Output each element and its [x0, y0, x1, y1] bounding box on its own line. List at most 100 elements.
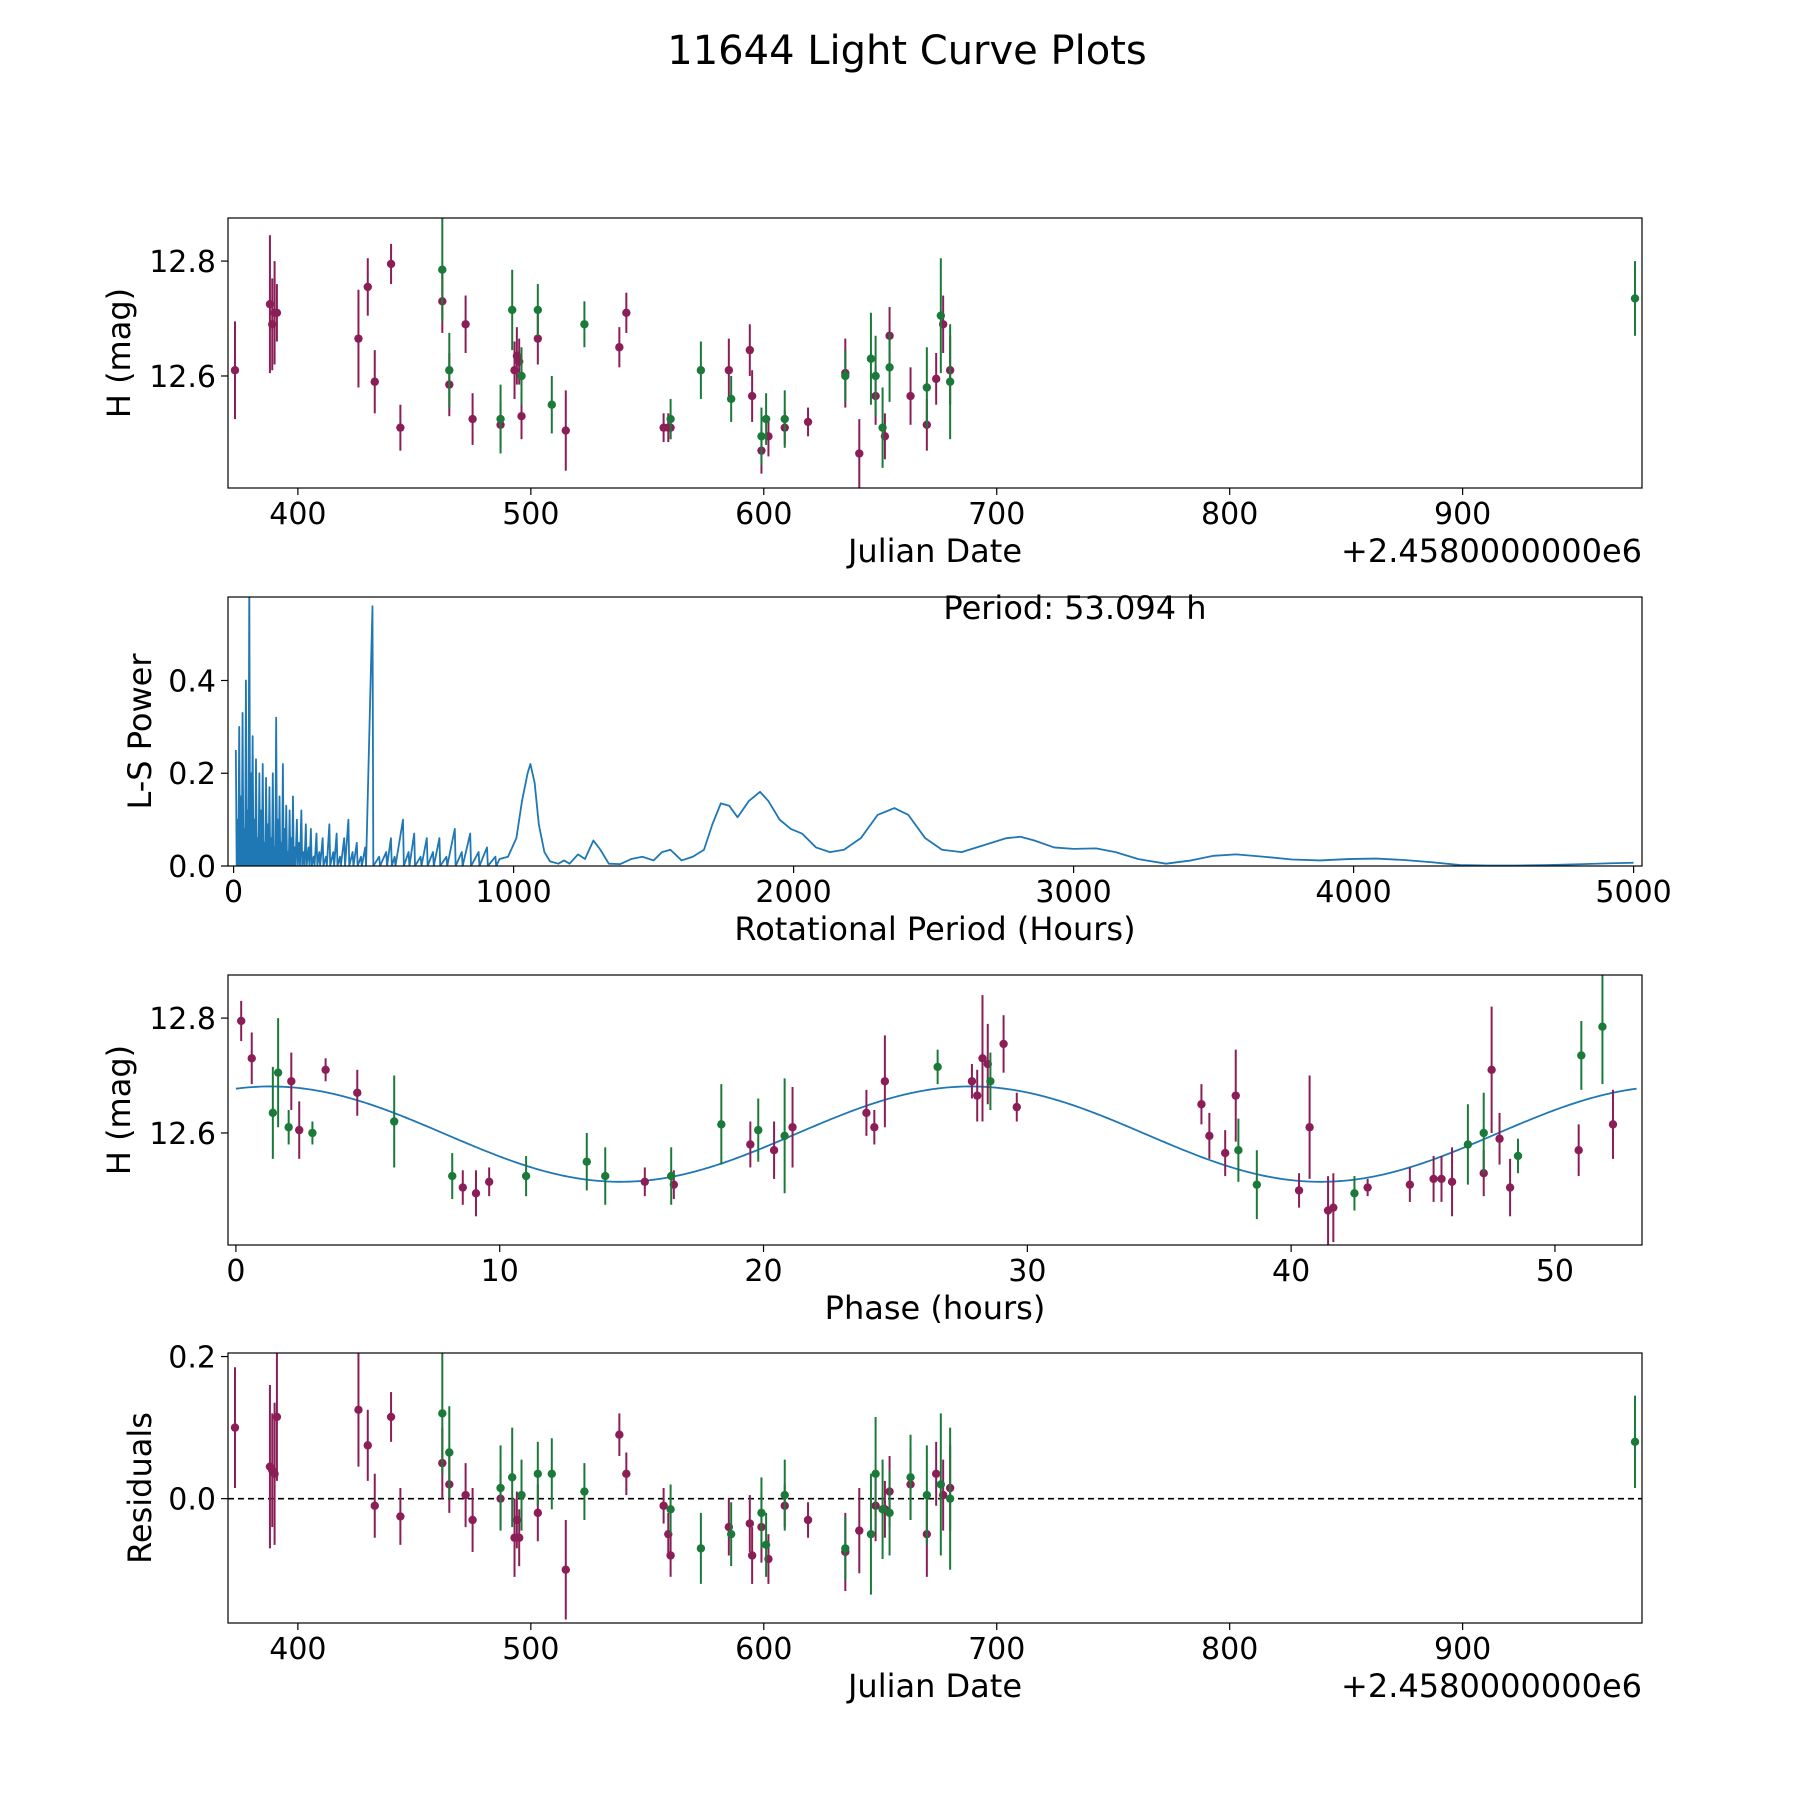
- data-point: [936, 1480, 946, 1489]
- data-point: [622, 1469, 631, 1478]
- data-point: [533, 305, 543, 315]
- data-point: [547, 400, 556, 409]
- data-point: [880, 1077, 890, 1086]
- data-point: [601, 1171, 610, 1181]
- data-point: [386, 1412, 396, 1422]
- data-point: [547, 1469, 556, 1478]
- figure-title: 11644 Light Curve Plots: [667, 28, 1146, 74]
- y-tick-label: 0.0: [168, 850, 216, 885]
- y-axis-label: H (mag): [100, 288, 138, 418]
- data-point: [1630, 294, 1640, 303]
- x-tick-label: 500: [502, 1632, 559, 1667]
- data-point: [461, 1490, 470, 1500]
- data-point: [284, 1123, 293, 1132]
- x-tick-label: 0: [226, 1254, 245, 1289]
- y-axis-label: Residuals: [121, 1412, 159, 1564]
- data-point: [1405, 1180, 1415, 1189]
- data-point: [967, 1077, 977, 1086]
- lightcurve-chart: 400 500 600 700 800 900 12.6 12.8 Julian Date H (…: [100, 217, 1643, 570]
- residuals-axes-frame: [227, 1352, 1643, 1624]
- data-point: [615, 1430, 624, 1439]
- data-point: [389, 1117, 399, 1126]
- data-point: [295, 1125, 304, 1135]
- data-point: [931, 374, 941, 384]
- data-point: [496, 1483, 505, 1493]
- data-point: [507, 1473, 517, 1482]
- fit-curve: [235, 1085, 1637, 1183]
- data-point: [507, 305, 517, 315]
- data-point: [396, 1512, 405, 1521]
- data-point: [272, 1412, 282, 1422]
- data-point: [1294, 1186, 1304, 1195]
- data-point: [788, 1123, 797, 1132]
- x-tick-label: 3000: [1035, 875, 1111, 910]
- data-point: [933, 1062, 942, 1072]
- data-point: [1487, 1065, 1496, 1074]
- data-point: [747, 1551, 757, 1560]
- data-point: [870, 1123, 879, 1132]
- x-tick-label: 800: [1201, 1632, 1258, 1667]
- data-point: [696, 366, 706, 375]
- lightcurve-axes-frame: [227, 217, 1643, 489]
- data-point: [1205, 1131, 1214, 1141]
- data-point: [1252, 1180, 1262, 1189]
- data-point: [247, 1054, 256, 1063]
- data-point: [871, 1469, 880, 1478]
- data-point: [747, 391, 757, 401]
- data-point: [268, 1108, 278, 1118]
- data-point: [922, 383, 932, 392]
- data-point: [666, 414, 675, 424]
- x-tick-label: 800: [1201, 497, 1258, 532]
- data-point: [726, 394, 736, 404]
- data-point: [1220, 1148, 1230, 1158]
- data-point: [580, 1487, 589, 1496]
- data-point: [1305, 1123, 1314, 1132]
- x-axis-label: Rotational Period (Hours): [734, 910, 1135, 948]
- data-point: [438, 265, 447, 274]
- data-point: [230, 366, 240, 375]
- data-point: [1197, 1100, 1206, 1109]
- data-point: [659, 1501, 668, 1510]
- data-point: [1574, 1146, 1583, 1155]
- x-tick-label: 700: [968, 1632, 1025, 1667]
- data-point: [1234, 1146, 1243, 1155]
- data-point: [370, 1501, 379, 1510]
- data-point: [445, 1448, 454, 1457]
- data-point: [1505, 1183, 1515, 1192]
- x-tick-label: 40: [1272, 1254, 1310, 1289]
- data-point: [978, 1054, 987, 1063]
- data-point: [936, 311, 946, 320]
- data-point: [1479, 1128, 1488, 1138]
- x-tick-label: 1000: [475, 875, 551, 910]
- data-point: [746, 1140, 755, 1149]
- ls-power-line: [234, 597, 1634, 866]
- data-point: [973, 1091, 982, 1100]
- data-point: [622, 308, 631, 317]
- data-point: [363, 1441, 372, 1450]
- x-tick-label: 0: [224, 875, 243, 910]
- data-point: [236, 1016, 246, 1026]
- data-point: [1429, 1174, 1438, 1184]
- data-point: [533, 334, 543, 343]
- y-tick-label: 12.6: [149, 360, 216, 395]
- phased-plot-area: [235, 975, 1637, 1245]
- x-tick-label: 5000: [1595, 875, 1671, 910]
- data-point: [878, 1505, 887, 1514]
- data-point: [386, 259, 396, 269]
- y-axis-label: H (mag): [100, 1045, 138, 1175]
- x-tick-label: 900: [1434, 1632, 1491, 1667]
- data-point: [533, 1469, 543, 1478]
- data-point: [986, 1077, 995, 1086]
- data-point: [272, 308, 282, 317]
- data-point: [841, 371, 850, 381]
- x-tick-label: 2000: [755, 875, 831, 910]
- data-point: [354, 1405, 363, 1415]
- data-point: [922, 1490, 932, 1500]
- data-point: [885, 363, 894, 372]
- data-point: [1447, 1177, 1457, 1187]
- lightcurve-plot-area: [230, 218, 1640, 488]
- data-point: [841, 1544, 850, 1553]
- data-point: [615, 343, 624, 352]
- data-point: [761, 1540, 771, 1550]
- data-point: [517, 371, 526, 381]
